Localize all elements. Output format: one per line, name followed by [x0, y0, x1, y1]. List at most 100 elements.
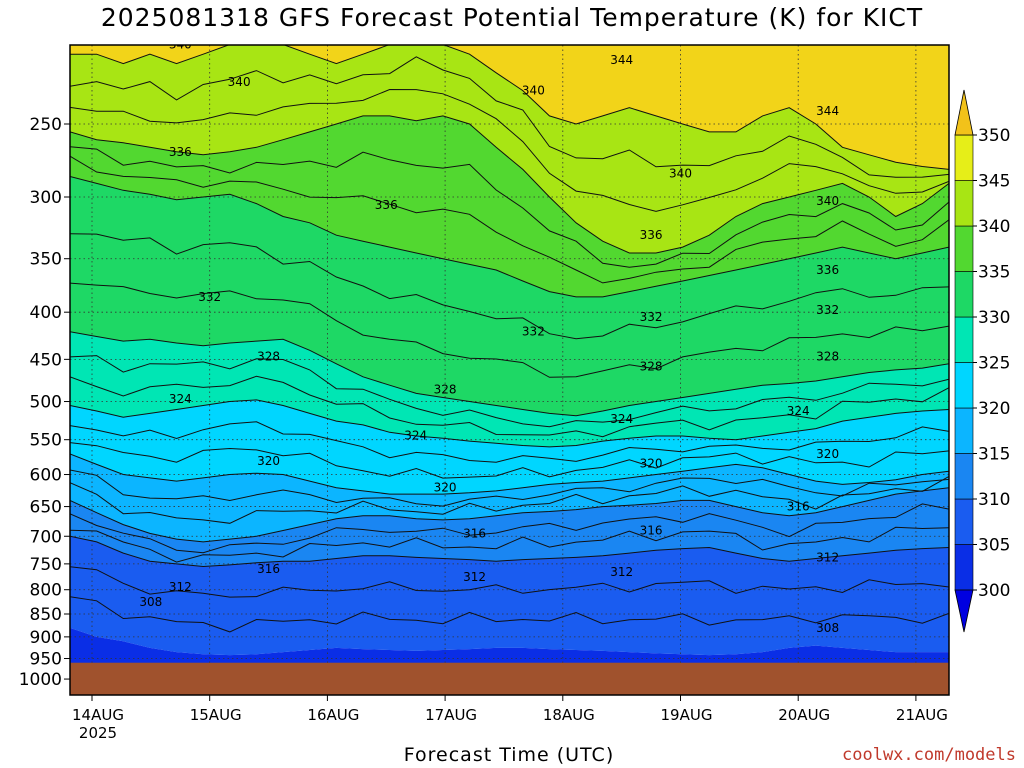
colorbar-tick-label: 335 — [978, 263, 1010, 283]
contour-label: 324 — [610, 412, 633, 426]
x-tick-label: 16AUG — [307, 706, 359, 724]
colorbar-tick-label: 340 — [978, 217, 1010, 237]
plot-frame — [69, 44, 950, 696]
contour-label: 340 — [228, 75, 251, 89]
theta-contour — [70, 56, 949, 178]
contour-label: 340 — [169, 38, 192, 52]
colorbar-extend-top — [954, 89, 974, 136]
contour-label: 336 — [375, 198, 398, 212]
colorbar-segment — [954, 225, 974, 272]
theta-contour — [70, 475, 949, 524]
contour-label: 316 — [257, 562, 280, 576]
colorbar-segment — [954, 453, 974, 500]
theta-contour — [70, 526, 949, 563]
contour-label: 308 — [816, 621, 839, 635]
y-tick-label: 950 — [30, 650, 62, 670]
theta-contour — [70, 146, 949, 268]
y-tick-label: 700 — [30, 527, 62, 547]
colorbar-tick-label: 320 — [978, 399, 1010, 419]
theta-contour — [70, 45, 949, 170]
colorbar-tick-label: 305 — [978, 536, 1010, 556]
contour-label: 328 — [640, 359, 663, 373]
contour-label: 328 — [257, 350, 280, 364]
theta-contour — [70, 355, 949, 428]
ground-surface — [70, 662, 949, 695]
contour-label: 312 — [169, 580, 192, 594]
theta-contour — [70, 88, 949, 212]
y-tick-label: 600 — [30, 466, 62, 486]
x-tick-label: 21AUG — [896, 706, 948, 724]
theta-contour — [70, 421, 949, 463]
colorbar-segment — [954, 498, 974, 545]
y-tick-label: 300 — [30, 188, 62, 208]
theta-contour — [70, 282, 949, 378]
theta-band — [70, 45, 949, 170]
theta-contour — [70, 566, 949, 598]
y-tick-label: 500 — [30, 393, 62, 413]
theta-band — [70, 331, 949, 447]
colorbar-tick-label: 315 — [978, 445, 1010, 465]
colorbar-tick-label: 330 — [978, 308, 1010, 328]
y-tick-label: 850 — [30, 605, 62, 625]
contour-label: 316 — [640, 523, 663, 537]
x-tick-label: 15AUG — [190, 706, 242, 724]
contour-label: 336 — [816, 263, 839, 277]
colorbar-tick-label: 300 — [978, 581, 1010, 601]
theta-contour — [70, 535, 949, 568]
contour-label: 328 — [434, 382, 457, 396]
contour-label: 332 — [522, 325, 545, 339]
theta-band — [70, 45, 949, 253]
colorbar-segment — [954, 180, 974, 227]
contour-label: 320 — [434, 481, 457, 495]
theta-contour — [70, 233, 949, 340]
contour-label: 344 — [610, 53, 633, 67]
colorbar-tick-label: 345 — [978, 172, 1010, 192]
site-watermark: coolwx.com/models — [842, 745, 1016, 765]
contour-label: 336 — [640, 228, 663, 242]
contour-label: 340 — [669, 167, 692, 181]
y-tick-label: 550 — [30, 431, 62, 451]
y-tick-label: 350 — [30, 250, 62, 270]
colorbar-segment — [954, 407, 974, 454]
theta-contour — [70, 469, 949, 507]
y-tick-label: 650 — [30, 498, 62, 518]
chart-title: 2025081318 GFS Forecast Potential Temper… — [100, 3, 924, 32]
x-tick-label: 14AUG — [72, 706, 124, 724]
contour-label: 312 — [610, 565, 633, 579]
contour-label: 324 — [787, 404, 810, 418]
x-tick-label: 18AUG — [543, 706, 595, 724]
theta-contour — [70, 176, 949, 298]
contour-label: 312 — [816, 550, 839, 564]
y-tick-label: 900 — [30, 628, 62, 648]
colorbar-tick-label: 310 — [978, 490, 1010, 510]
y-tick-label: 750 — [30, 555, 62, 575]
contour-label: 308 — [139, 595, 162, 609]
contour-label: 332 — [198, 290, 221, 304]
contour-label: 336 — [169, 145, 192, 159]
colorbar-segment — [954, 544, 974, 591]
theta-contour — [70, 453, 949, 495]
x-axis-label: Forecast Time (UTC) — [403, 744, 615, 766]
contour-label: 332 — [640, 310, 663, 324]
y-tick-label: 400 — [30, 303, 62, 323]
contour-label: 312 — [463, 570, 486, 584]
theta-contour — [70, 331, 949, 417]
contour-label: 324 — [169, 392, 192, 406]
theta-band — [70, 115, 949, 297]
contour-label: 316 — [463, 526, 486, 540]
colorbar-segment — [954, 271, 974, 318]
contour-label: 320 — [816, 447, 839, 461]
x-year-label: 2025 — [79, 724, 117, 742]
contour-label: 340 — [816, 194, 839, 208]
x-tick-label: 17AUG — [425, 706, 477, 724]
colorbar-extend-bottom — [954, 589, 974, 633]
contour-label: 316 — [787, 500, 810, 514]
theta-contour — [70, 442, 949, 479]
theta-band — [70, 536, 949, 656]
theta-band — [70, 176, 949, 416]
colorbar-tick-label: 350 — [978, 126, 1010, 146]
contour-label: 324 — [404, 428, 427, 442]
colorbar-segment — [954, 362, 974, 409]
theta-band — [70, 487, 949, 567]
